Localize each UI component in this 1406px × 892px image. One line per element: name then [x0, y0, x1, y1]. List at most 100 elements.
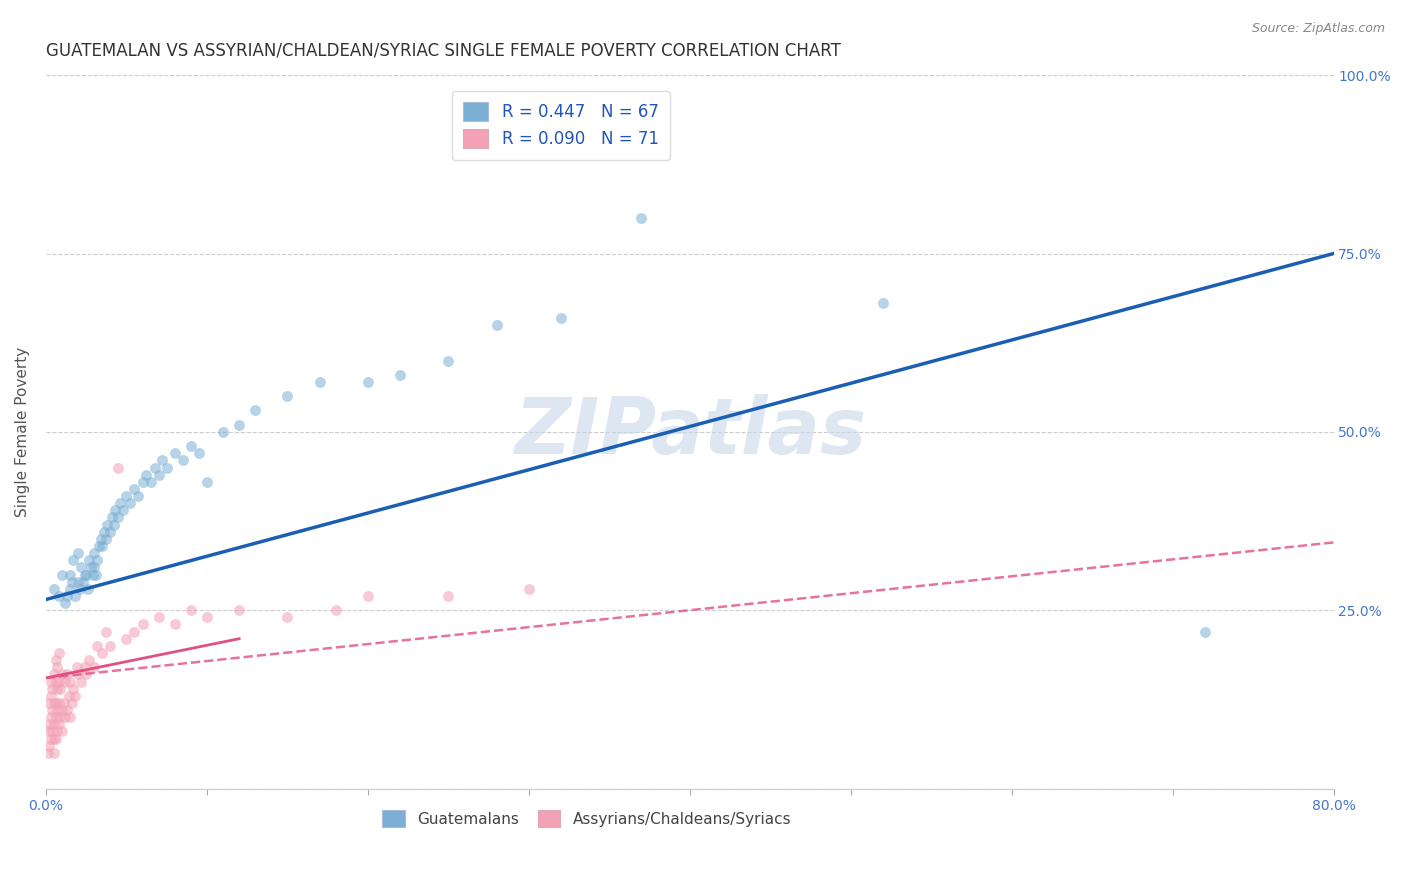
Point: [156, 460, 179, 475]
Point: [101, 510, 124, 524]
Point: [245, 403, 267, 417]
Point: [73, 567, 96, 582]
Point: [70, 560, 93, 574]
Point: [51, 724, 73, 739]
Point: [75, 567, 97, 582]
Point: [58, 689, 80, 703]
Point: [46, 681, 69, 696]
Point: [118, 496, 141, 510]
Point: [39, 674, 62, 689]
Point: [56, 703, 79, 717]
Point: [86, 639, 108, 653]
Point: [59, 674, 82, 689]
Point: [517, 582, 540, 596]
Point: [56, 589, 79, 603]
Point: [84, 567, 107, 582]
Point: [41, 703, 63, 717]
Point: [91, 646, 114, 660]
Point: [38, 739, 60, 753]
Point: [357, 375, 380, 389]
Point: [550, 310, 572, 325]
Point: [59, 582, 82, 596]
Point: [51, 667, 73, 681]
Point: [86, 553, 108, 567]
Point: [62, 681, 84, 696]
Point: [108, 496, 131, 510]
Point: [93, 524, 115, 539]
Point: [124, 624, 146, 639]
Point: [115, 632, 138, 646]
Point: [148, 467, 170, 482]
Point: [75, 667, 97, 681]
Point: [63, 689, 86, 703]
Point: [94, 532, 117, 546]
Point: [67, 546, 90, 560]
Point: [172, 453, 194, 467]
Point: [63, 589, 86, 603]
Point: [83, 660, 105, 674]
Point: [135, 467, 157, 482]
Point: [49, 681, 72, 696]
Point: [39, 689, 62, 703]
Point: [59, 710, 82, 724]
Point: [115, 489, 138, 503]
Point: [45, 731, 67, 746]
Point: [82, 567, 104, 582]
Point: [163, 446, 186, 460]
Point: [98, 639, 121, 653]
Point: [48, 589, 70, 603]
Point: [52, 696, 75, 710]
Point: [67, 667, 90, 681]
Y-axis label: Single Female Poverty: Single Female Poverty: [15, 347, 30, 517]
Point: [46, 660, 69, 674]
Point: [187, 446, 209, 460]
Point: [45, 674, 67, 689]
Point: [65, 660, 87, 674]
Point: [60, 696, 83, 710]
Text: GUATEMALAN VS ASSYRIAN/CHALDEAN/SYRIAC SINGLE FEMALE POVERTY CORRELATION CHART: GUATEMALAN VS ASSYRIAN/CHALDEAN/SYRIAC S…: [46, 42, 841, 60]
Point: [41, 681, 63, 696]
Point: [212, 425, 235, 439]
Point: [107, 510, 129, 524]
Point: [45, 653, 67, 667]
Point: [51, 703, 73, 717]
Point: [42, 667, 65, 681]
Point: [39, 731, 62, 746]
Point: [79, 553, 101, 567]
Point: [87, 539, 110, 553]
Point: [437, 353, 460, 368]
Point: [485, 318, 508, 332]
Point: [53, 596, 76, 610]
Point: [228, 603, 250, 617]
Point: [72, 574, 94, 589]
Point: [42, 717, 65, 731]
Point: [112, 503, 135, 517]
Point: [53, 710, 76, 724]
Point: [70, 674, 93, 689]
Point: [69, 582, 91, 596]
Point: [48, 674, 70, 689]
Point: [325, 603, 347, 617]
Point: [51, 567, 73, 582]
Point: [276, 389, 298, 403]
Point: [94, 624, 117, 639]
Point: [83, 546, 105, 560]
Text: ZIPatlas: ZIPatlas: [513, 394, 866, 470]
Point: [62, 553, 84, 567]
Point: [145, 460, 167, 475]
Point: [1194, 624, 1216, 639]
Point: [103, 517, 125, 532]
Point: [90, 532, 112, 546]
Point: [73, 660, 96, 674]
Point: [42, 582, 65, 596]
Point: [98, 524, 121, 539]
Point: [56, 667, 79, 681]
Point: [163, 617, 186, 632]
Point: [308, 375, 330, 389]
Point: [139, 475, 162, 489]
Point: [124, 482, 146, 496]
Point: [46, 703, 69, 717]
Point: [38, 696, 60, 710]
Point: [228, 417, 250, 432]
Point: [195, 610, 218, 624]
